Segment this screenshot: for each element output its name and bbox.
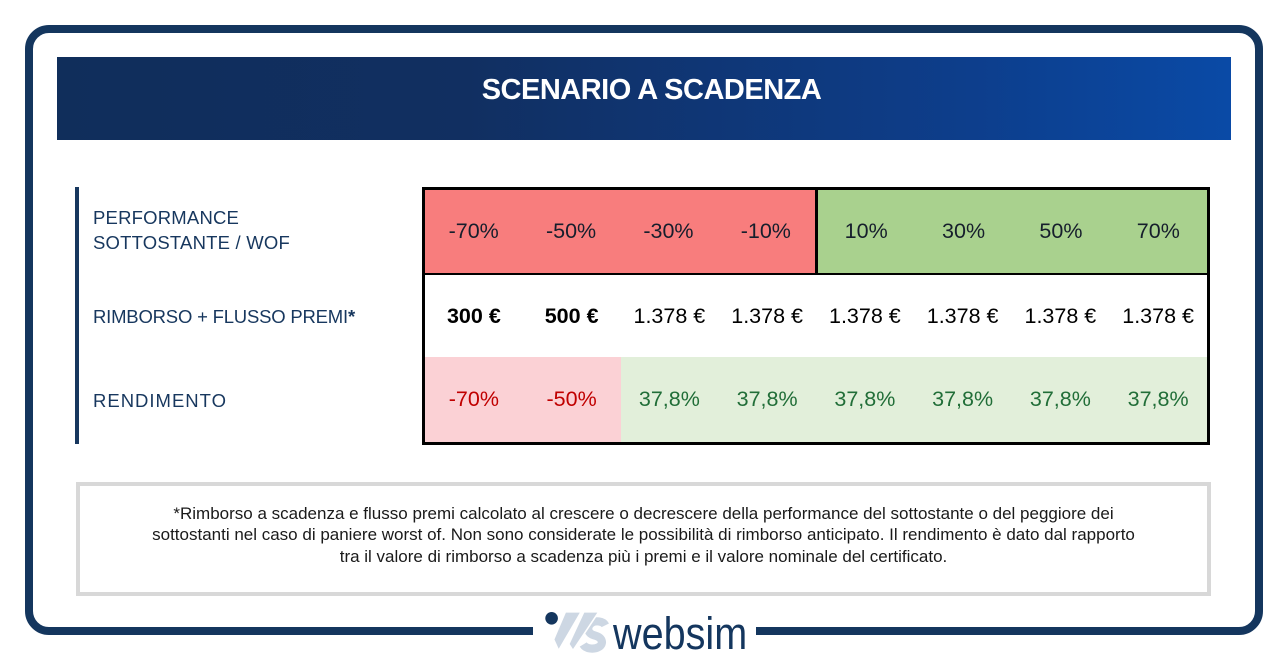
svg-text:websim: websim [612,609,747,659]
